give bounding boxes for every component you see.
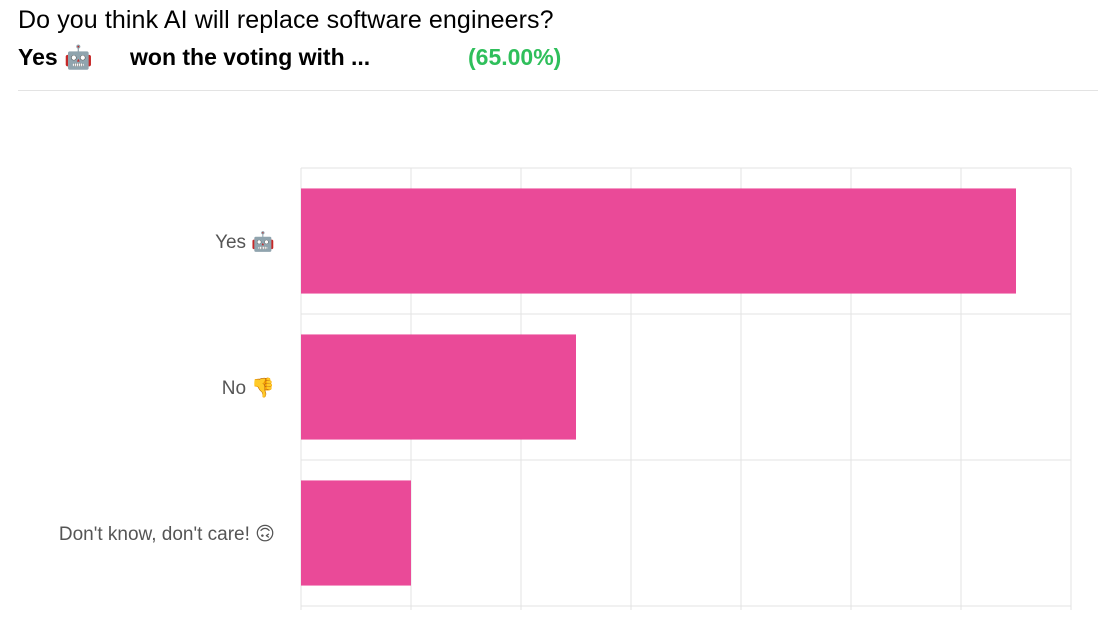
header-divider [18, 90, 1098, 91]
category-label-0: Yes 🤖 [215, 230, 275, 253]
won-voting-text: won the voting with ... [130, 44, 371, 70]
bar-0 [301, 188, 1016, 294]
bar-1 [301, 334, 576, 440]
bar-2 [301, 480, 411, 586]
category-label-1: No 👎 [222, 377, 275, 399]
poll-question-title: Do you think AI will replace software en… [18, 6, 554, 34]
winner-label: Yes 🤖 [18, 44, 93, 70]
winner-percentage: (65.00%) [468, 44, 562, 70]
category-label-2: Don't know, don't care! 🙃 [59, 524, 275, 545]
